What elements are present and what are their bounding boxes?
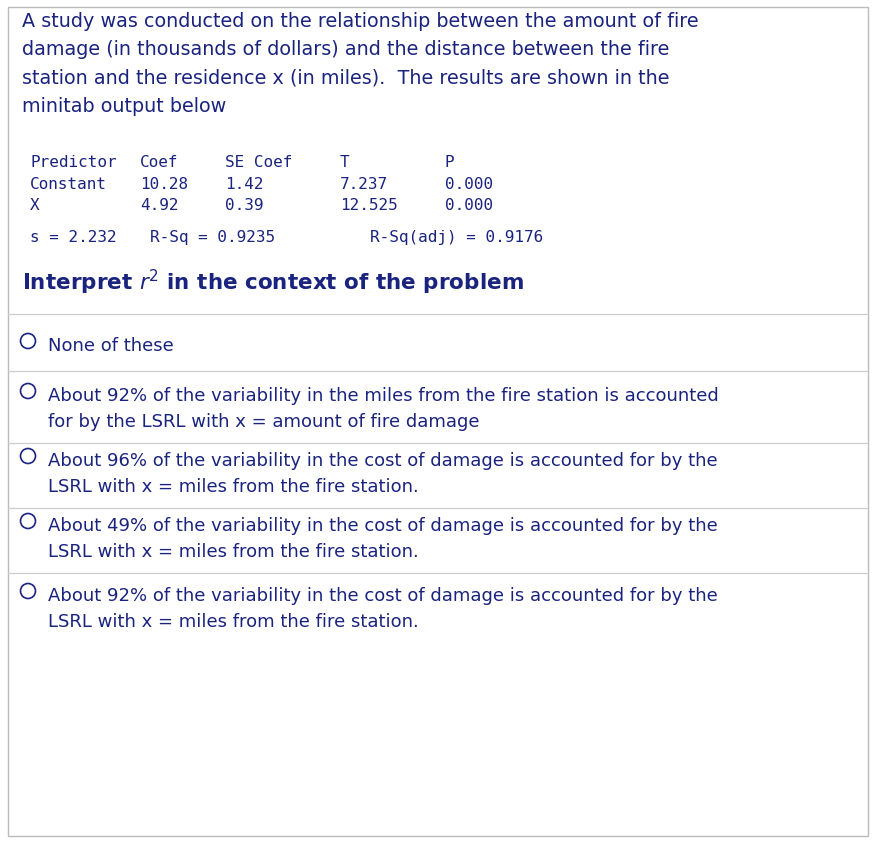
Text: 4.92: 4.92 (140, 197, 179, 213)
Text: About 96% of the variability in the cost of damage is accounted for by the
LSRL : About 96% of the variability in the cost… (48, 452, 717, 495)
Text: SE Coef: SE Coef (225, 154, 292, 170)
Text: X: X (30, 197, 40, 213)
Text: 0.000: 0.000 (445, 197, 493, 213)
Text: P: P (445, 154, 455, 170)
Text: 1.42: 1.42 (225, 176, 263, 192)
Circle shape (20, 514, 35, 529)
Text: s = 2.232: s = 2.232 (30, 230, 117, 245)
Text: 12.525: 12.525 (340, 197, 398, 213)
Circle shape (20, 384, 35, 399)
Text: Interpret $r^2$ in the context of the problem: Interpret $r^2$ in the context of the pr… (22, 268, 524, 297)
Text: T: T (340, 154, 349, 170)
Text: Predictor: Predictor (30, 154, 117, 170)
Text: A study was conducted on the relationship between the amount of fire
damage (in : A study was conducted on the relationshi… (22, 12, 699, 116)
Text: About 49% of the variability in the cost of damage is accounted for by the
LSRL : About 49% of the variability in the cost… (48, 517, 718, 560)
Text: None of these: None of these (48, 337, 173, 354)
Text: 0.39: 0.39 (225, 197, 263, 213)
Text: About 92% of the variability in the miles from the fire station is accounted
for: About 92% of the variability in the mile… (48, 387, 719, 430)
Text: About 92% of the variability in the cost of damage is accounted for by the
LSRL : About 92% of the variability in the cost… (48, 587, 718, 630)
Text: R-Sq(adj) = 0.9176: R-Sq(adj) = 0.9176 (370, 230, 543, 245)
Circle shape (20, 584, 35, 598)
Text: 7.237: 7.237 (340, 176, 388, 192)
Text: 0.000: 0.000 (445, 176, 493, 192)
Text: 10.28: 10.28 (140, 176, 188, 192)
Circle shape (20, 334, 35, 349)
Text: Coef: Coef (140, 154, 179, 170)
Text: R-Sq = 0.9235: R-Sq = 0.9235 (150, 230, 275, 245)
FancyBboxPatch shape (8, 8, 868, 836)
Circle shape (20, 449, 35, 464)
Text: Constant: Constant (30, 176, 107, 192)
